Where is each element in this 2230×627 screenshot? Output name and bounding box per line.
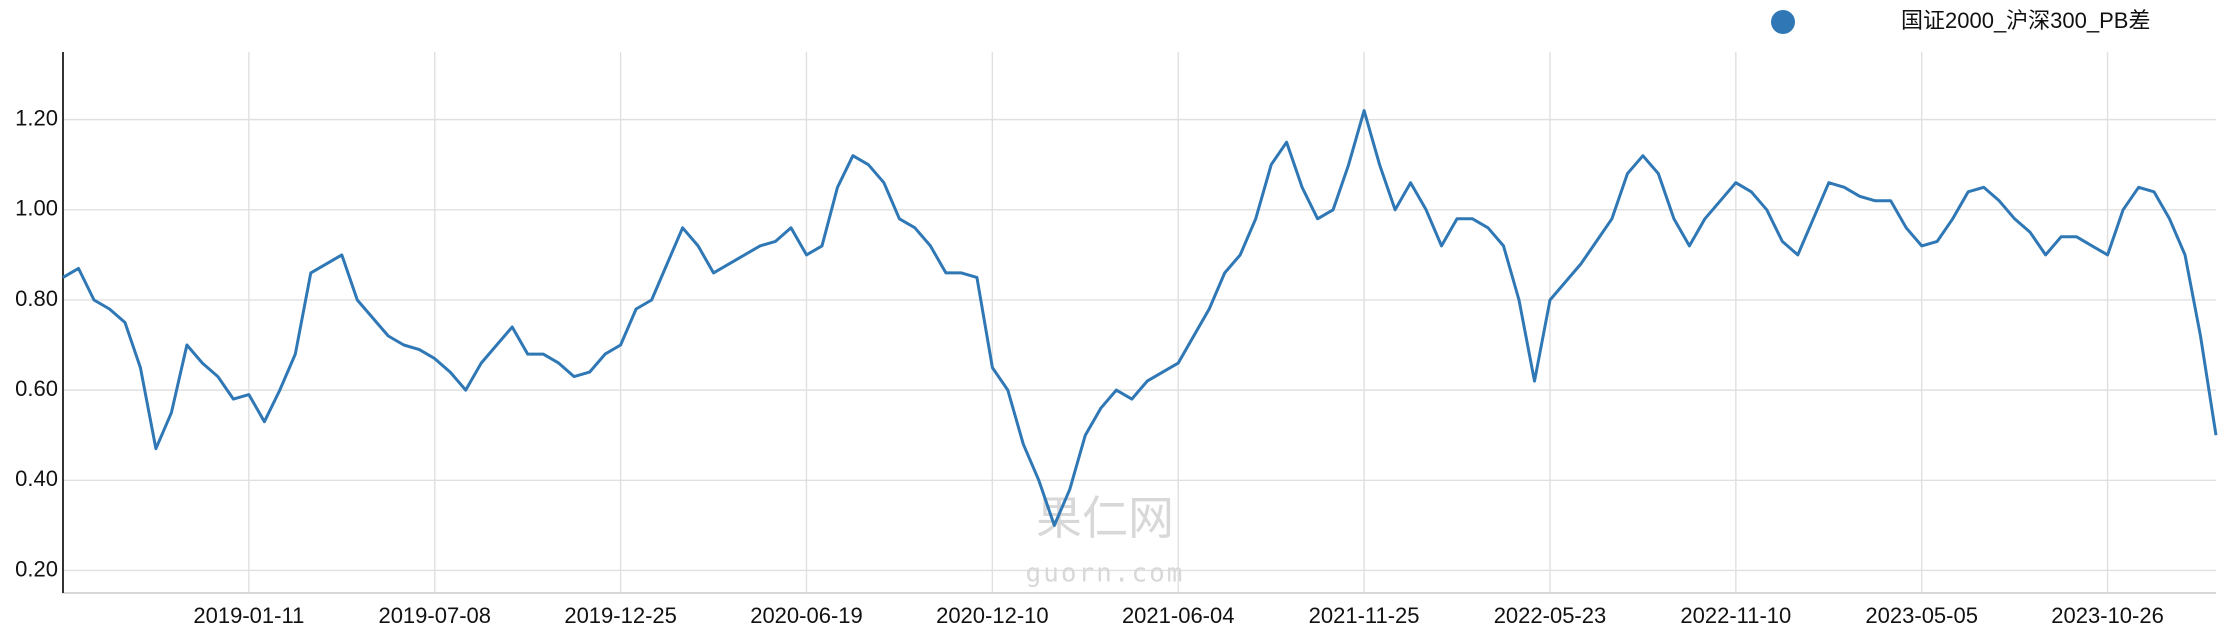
watermark: guorn.com <box>1026 559 1185 589</box>
x-tick-label: 2019-12-25 <box>564 603 677 627</box>
x-tick-label: 2021-11-25 <box>1309 603 1420 627</box>
x-tick-label: 2022-05-23 <box>1494 603 1607 627</box>
y-tick-label: 0.80 <box>15 286 58 311</box>
x-tick-label: 2023-10-26 <box>2051 603 2164 627</box>
x-tick-label: 2020-06-19 <box>750 603 863 627</box>
y-tick-label: 1.00 <box>15 196 58 221</box>
x-tick-label: 2019-01-11 <box>193 603 304 627</box>
x-tick-label: 2022-11-10 <box>1680 603 1791 627</box>
x-tick-label: 2020-12-10 <box>936 603 1049 627</box>
legend-marker <box>1771 10 1795 34</box>
legend-label: 国证2000_沪深300_PB差 <box>1901 8 2150 33</box>
x-tick-label: 2023-05-05 <box>1865 603 1978 627</box>
y-tick-label: 0.60 <box>15 376 58 401</box>
y-tick-label: 1.20 <box>15 105 58 130</box>
x-tick-label: 2021-06-04 <box>1122 603 1235 627</box>
x-tick-label: 2019-07-08 <box>378 603 491 627</box>
data-line <box>62 109 2218 527</box>
y-tick-label: 0.20 <box>15 556 58 581</box>
y-tick-label: 0.40 <box>15 466 58 491</box>
